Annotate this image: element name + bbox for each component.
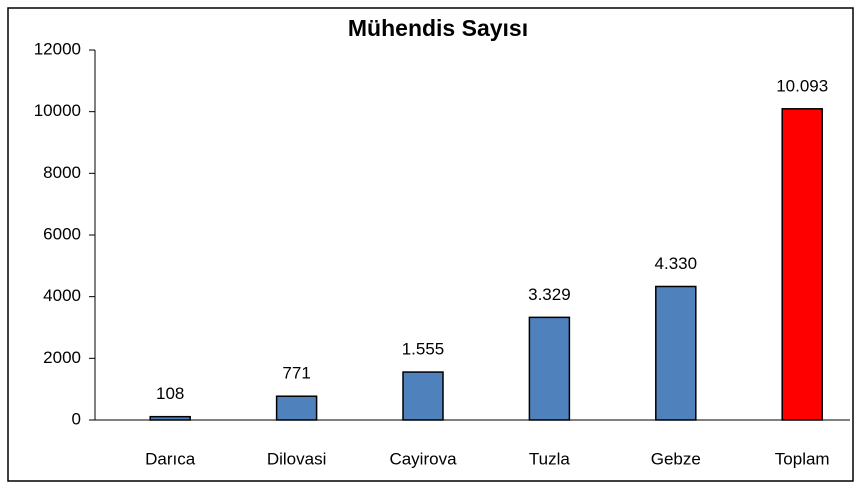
data-label: 10.093 (776, 76, 828, 95)
data-label: 108 (156, 384, 184, 403)
y-tick-label: 4000 (43, 286, 81, 305)
data-label: 3.329 (528, 285, 571, 304)
x-tick-label: Toplam (775, 449, 830, 468)
y-tick-label: 2000 (43, 348, 81, 367)
bar (781, 108, 823, 421)
bar (655, 285, 697, 421)
x-tick-label: Gebze (651, 449, 701, 468)
y-tick-label: 12000 (34, 39, 81, 58)
bar (275, 395, 318, 421)
x-tick-label: Cayirova (389, 449, 457, 468)
data-label: 4.330 (655, 254, 698, 273)
y-tick-label: 10000 (34, 101, 81, 120)
bar (402, 371, 444, 421)
bar (149, 415, 191, 421)
x-tick-label: Darıca (145, 449, 196, 468)
x-tick-label: Dilovasi (267, 449, 327, 468)
data-label: 771 (282, 364, 310, 383)
data-label: 1.555 (402, 340, 445, 359)
bar (528, 316, 571, 421)
x-tick-label: Tuzla (529, 449, 570, 468)
y-tick-label: 0 (72, 409, 81, 428)
y-tick-label: 6000 (43, 224, 81, 243)
chart-title: Mühendis Sayısı (348, 15, 528, 41)
y-tick-label: 8000 (43, 163, 81, 182)
